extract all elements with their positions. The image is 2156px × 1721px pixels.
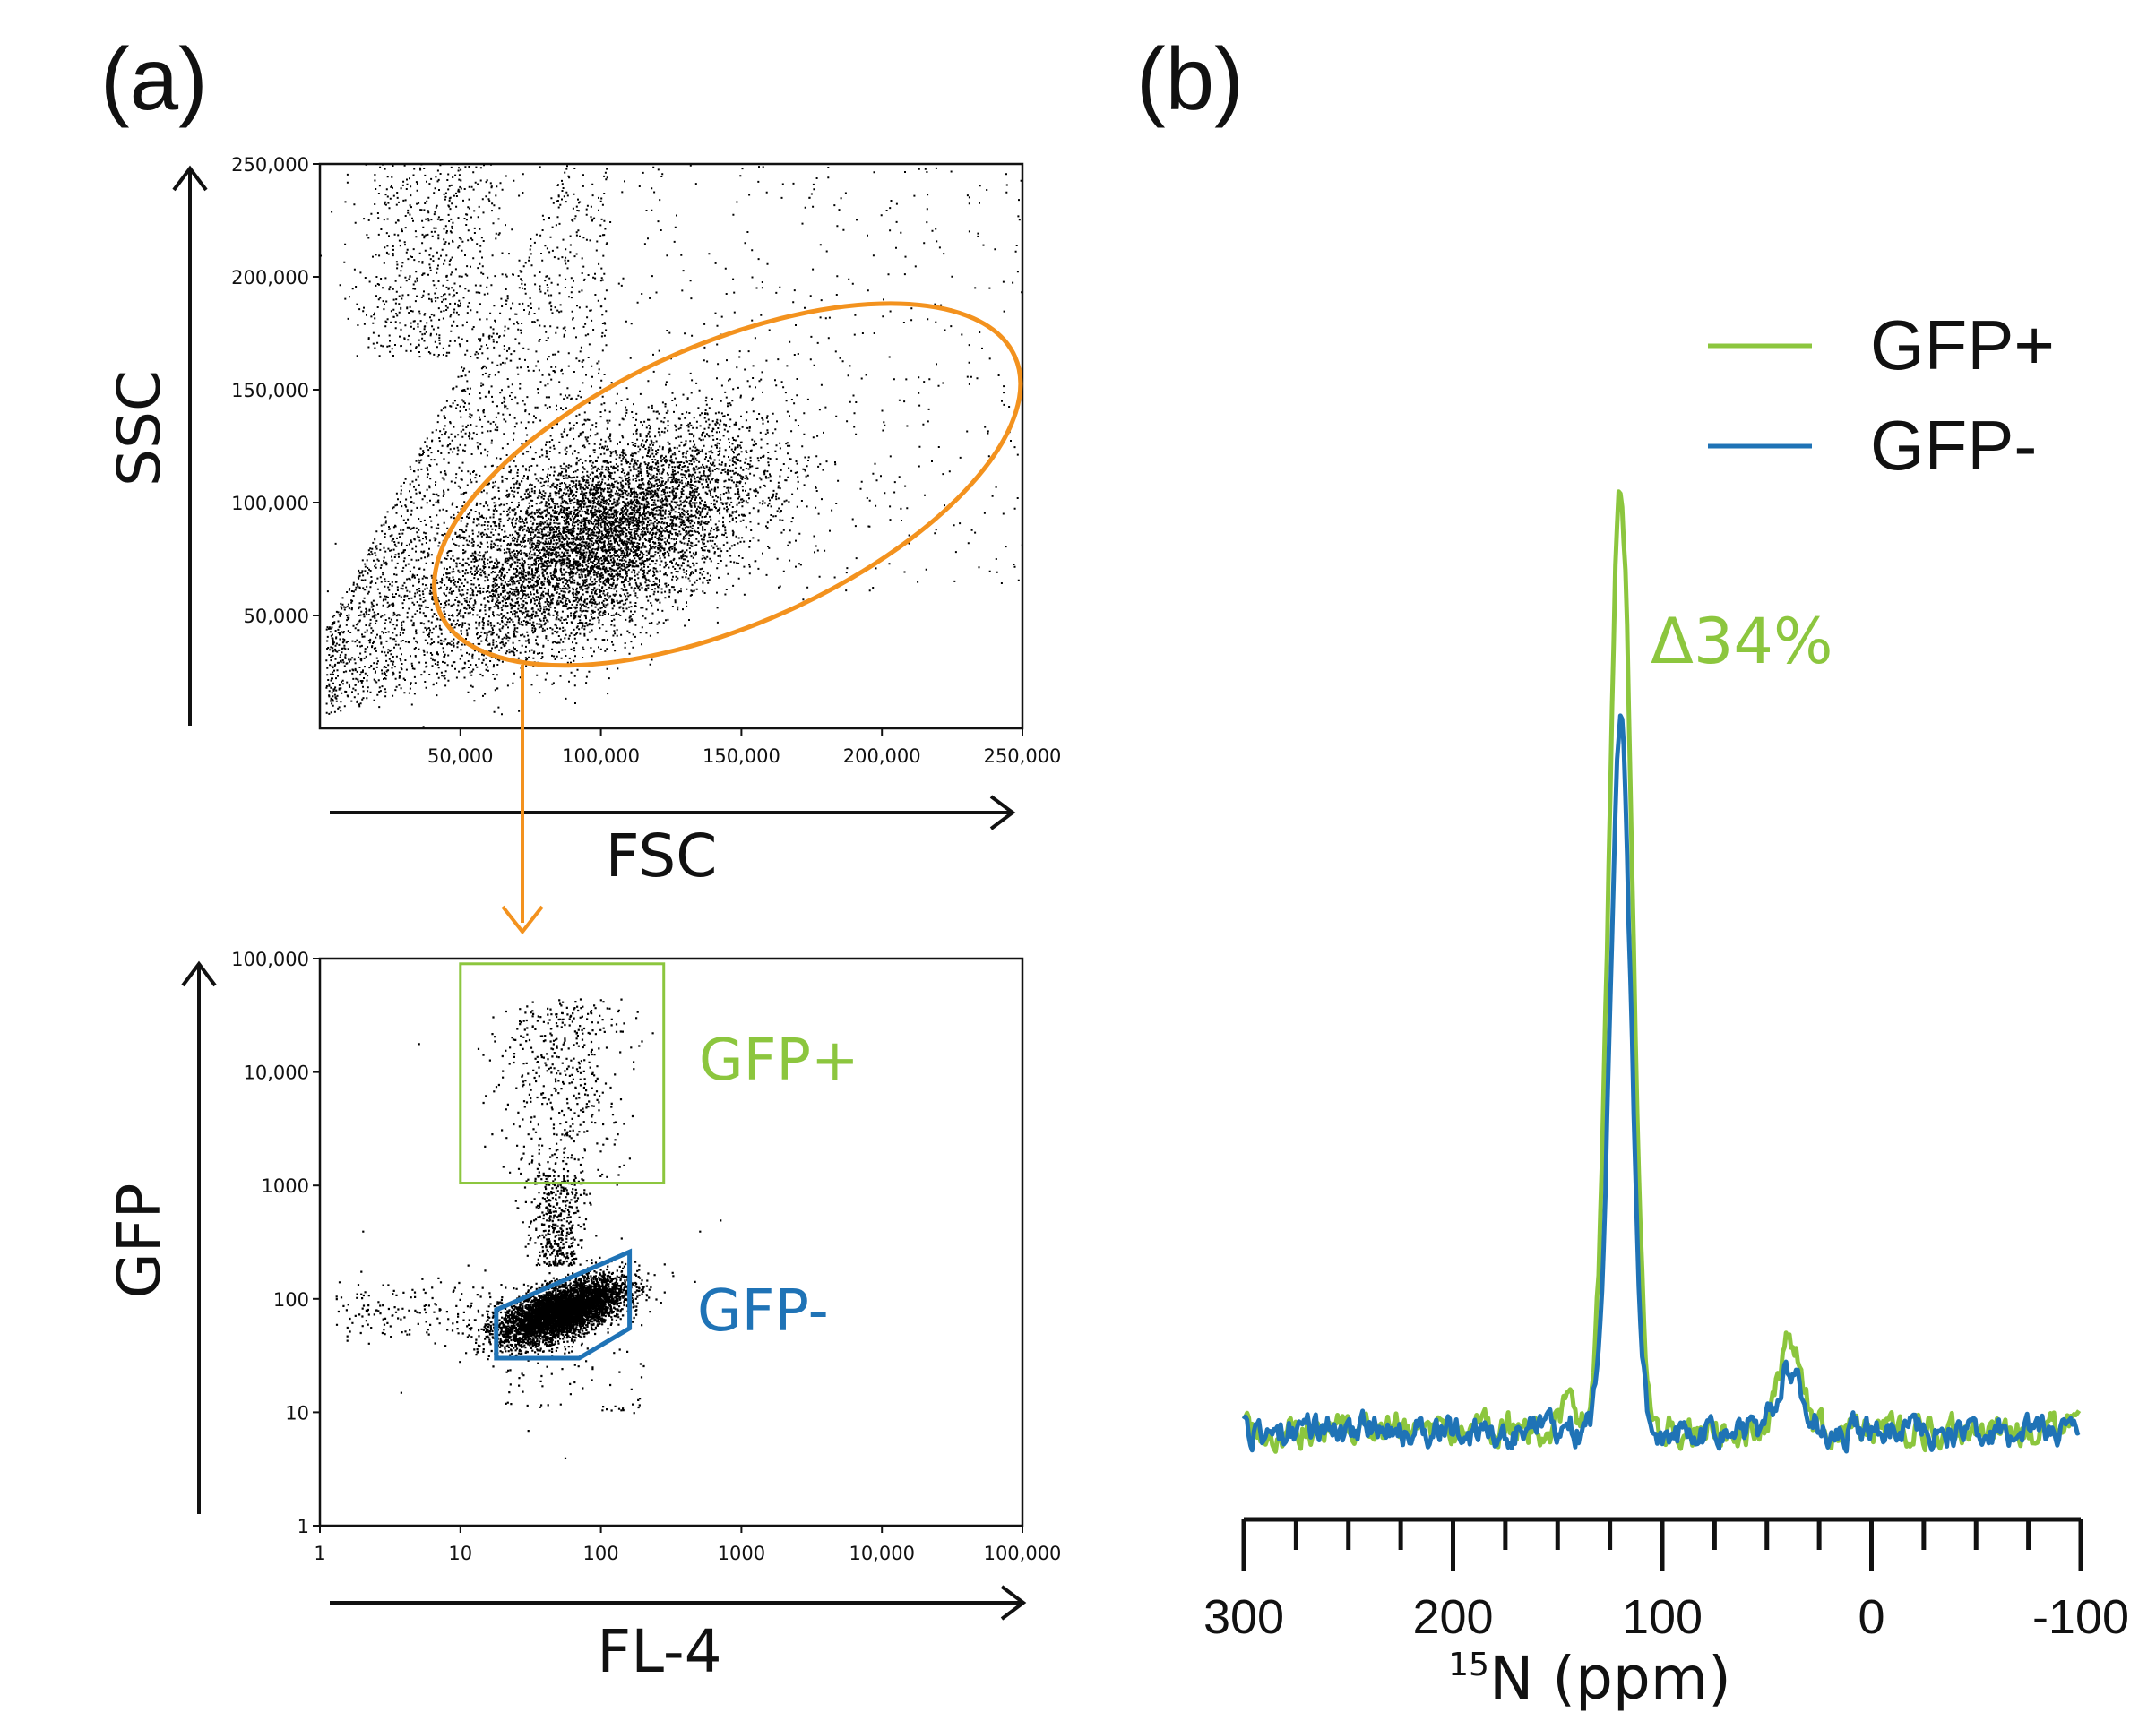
plot2-y-tick-label: 10,000 — [244, 1063, 309, 1084]
plot1-x-tick-label: 250,000 — [984, 745, 1062, 767]
gfp-minus-gate-label: GFP- — [697, 1278, 829, 1345]
plot2-x-tick-label: 10 — [448, 1543, 472, 1564]
plot1-y-tick-label: 150,000 — [231, 380, 309, 401]
plot1-x-tick-label: 50,000 — [427, 745, 493, 767]
fsc-ssc-gate-ellipse — [432, 301, 1023, 668]
plot1-frame — [318, 162, 1024, 730]
plot2-x-tick-label: 10,000 — [849, 1543, 914, 1564]
spectrum-legend: GFP+ GFP- — [1708, 305, 2055, 485]
plot2-y-tick-label: 1 — [298, 1516, 309, 1537]
fl4-arrowhead-icon — [1000, 1585, 1027, 1621]
legend-gfp-plus-label: GFP+ — [1870, 305, 2055, 384]
plot2-y-tick-label: 10 — [285, 1402, 309, 1424]
plot2-x-tick-label: 100 — [583, 1543, 619, 1564]
gfp-axis-label: GFP — [105, 1183, 174, 1299]
gfp-plus-gate-label: GFP+ — [699, 1028, 859, 1094]
fsc-axis-label: FSC — [606, 822, 718, 891]
spectrum-tick-label: 300 — [1203, 1590, 1284, 1644]
fl4-gfp-scatter-plot: 1 10 100 1000 10,000 100,000 1 10 100 1000 10,000 1… — [105, 949, 1061, 1686]
spectrum-tick-label: -100 — [2032, 1590, 2129, 1644]
gfp-plus-gate — [459, 962, 666, 1185]
ssc-arrowhead-icon — [172, 165, 208, 192]
fl4-axis-label: FL-4 — [597, 1617, 721, 1686]
plot1-ticks: 50,000 100,000 150,000 200,000 250,000 50,000… — [231, 154, 1061, 767]
fsc-ssc-scatter-plot: 50,000 100,000 150,000 200,000 250,000 50,000… — [105, 154, 1061, 891]
panel-a-label: (a) — [100, 30, 208, 128]
gfp-minus-spectrum-line — [1241, 713, 2081, 1454]
plot2-y-tick-label: 100,000 — [231, 949, 309, 970]
delta-annotation: Δ34% — [1651, 605, 1833, 678]
plot1-x-tick-label: 200,000 — [843, 745, 921, 767]
ssc-axis-label: SSC — [105, 370, 174, 486]
spectrum-x-axis: 300 200 100 0 -100 — [1203, 1517, 2129, 1644]
spectrum-x-label-text: N (ppm) — [1489, 1644, 1731, 1713]
plot1-x-tick-label: 150,000 — [703, 745, 780, 767]
plot2-y-tick-label: 100 — [273, 1289, 309, 1311]
gate-transfer-arrow — [501, 665, 544, 935]
gfp-arrowhead-icon — [181, 960, 217, 987]
plot2-x-tick-label: 1000 — [718, 1543, 765, 1564]
gfp-minus-gate — [494, 1248, 633, 1361]
plot2-frame — [318, 957, 1024, 1527]
spectrum-lines — [1241, 489, 2082, 1454]
n15-spectrum-plot: 300 200 100 0 -100 Δ34% GFP+ GFP- 15N (ppm) — [1203, 305, 2129, 1713]
plot1-y-tick-label: 50,000 — [244, 606, 309, 627]
plot2-x-tick-label: 100,000 — [984, 1543, 1062, 1564]
spectrum-tick-label: 0 — [1858, 1590, 1884, 1644]
spectrum-x-label-superscript: 15 — [1448, 1647, 1489, 1683]
plot1-x-tick-label: 100,000 — [562, 745, 640, 767]
plot1-y-tick-label: 250,000 — [231, 154, 309, 176]
fsc-arrowhead-icon — [989, 795, 1016, 830]
plot1-y-tick-label: 200,000 — [231, 267, 309, 288]
spectrum-tick-label: 100 — [1622, 1590, 1703, 1644]
plot2-x-tick-label: 1 — [314, 1543, 325, 1564]
plot1-y-tick-label: 100,000 — [231, 493, 309, 514]
spectrum-tick-label: 200 — [1412, 1590, 1493, 1644]
legend-gfp-minus-label: GFP- — [1870, 406, 2037, 485]
panel-b-label: (b) — [1136, 30, 1244, 128]
spectrum-x-label: 15N (ppm) — [1448, 1644, 1731, 1713]
plot2-y-tick-label: 1000 — [262, 1175, 309, 1197]
plot2-ticks: 1 10 100 1000 10,000 100,000 1 10 100 1000 10,000 1… — [231, 949, 1061, 1564]
